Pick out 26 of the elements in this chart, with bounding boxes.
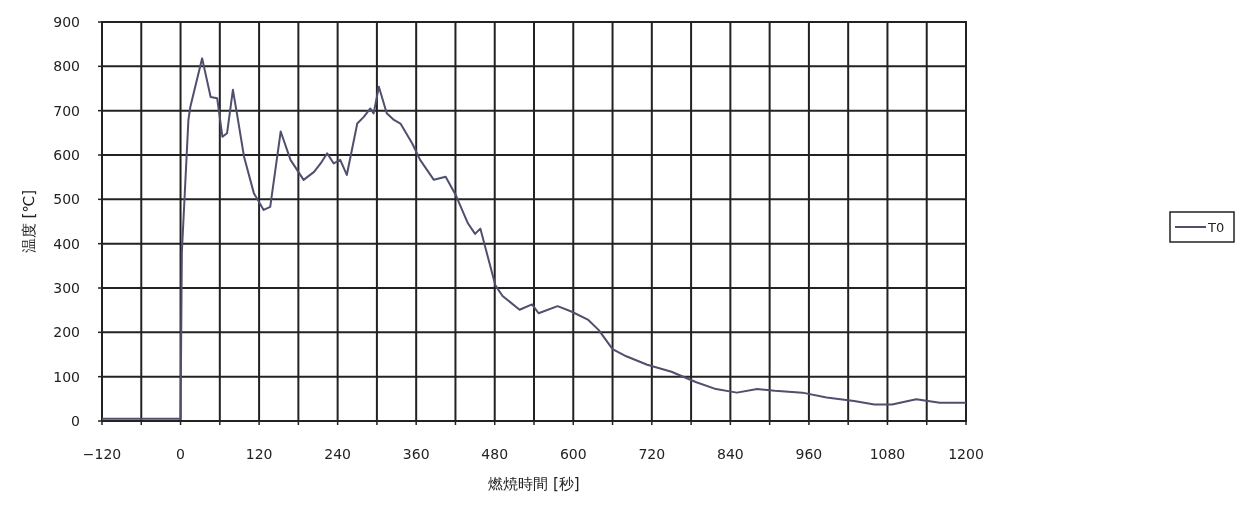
x-tick-label: 120: [245, 446, 273, 462]
y-tick-label: 800: [53, 58, 80, 75]
y-tick-label: 300: [53, 280, 80, 296]
x-tick-label: 840: [717, 446, 744, 462]
x-tick-label: 240: [324, 446, 351, 462]
y-tick-label: 900: [53, 14, 80, 30]
y-tick-label: 600: [53, 147, 80, 163]
x-tick-label: 960: [795, 446, 823, 462]
x-tick-label: −120: [82, 446, 122, 462]
y-tick-label: 700: [53, 102, 80, 119]
legend: T0: [1169, 211, 1235, 243]
y-tick-label: 100: [53, 368, 80, 385]
x-tick-label: 1200: [948, 446, 984, 462]
y-tick-label: 200: [53, 324, 80, 341]
x-tick-label: 360: [402, 446, 430, 462]
x-tick-label: 600: [559, 446, 587, 462]
y-axis-title: 温度 [℃]: [20, 189, 38, 254]
x-tick-label: 1080: [869, 446, 906, 462]
x-tick-label: 720: [638, 446, 666, 462]
y-tick-label: 500: [53, 191, 80, 208]
x-axis-title: 燃焼時間 [秒]: [488, 475, 580, 493]
y-tick-label: 400: [53, 235, 80, 252]
x-tick-label: 480: [481, 446, 509, 462]
legend-label: T0: [1207, 220, 1225, 235]
y-tick-label: 0: [71, 413, 80, 429]
x-tick-label: 0: [176, 446, 186, 462]
